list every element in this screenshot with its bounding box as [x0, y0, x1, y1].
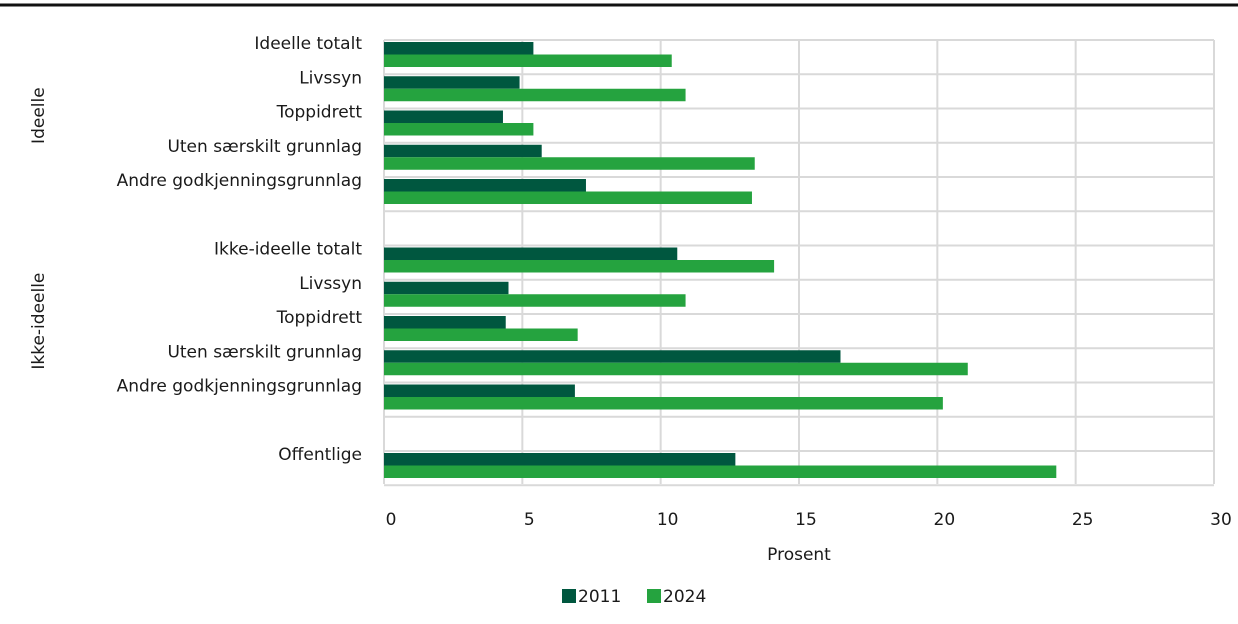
category-label: Ideelle totalt [254, 34, 362, 54]
bar-2011 [384, 179, 586, 192]
legend-label: 2011 [578, 587, 621, 607]
bar-2024 [384, 54, 672, 67]
x-tick-labels: 0 5 10 15 20 25 30 [386, 510, 1232, 530]
group-label: Ikke-ideelle [29, 273, 49, 370]
category-label: Toppidrett [276, 103, 363, 123]
bar-2024 [384, 362, 968, 376]
bar-2011 [384, 453, 736, 466]
bars [384, 42, 1057, 478]
category-label: Livssyn [299, 68, 362, 88]
bar-2011 [384, 76, 520, 89]
category-label: Offentlige [278, 445, 362, 465]
category-label: Uten særskilt grunnlag [167, 342, 362, 362]
category-labels: Ideelle totalt Livssyn Toppidrett Uten særs… [117, 34, 363, 465]
x-tick-label: 20 [934, 510, 956, 530]
category-label: Uten særskilt grunnlag [167, 137, 362, 157]
bar-2024 [384, 397, 943, 410]
bar-2024 [384, 294, 686, 307]
legend-swatch [647, 589, 661, 603]
x-tick-label: 30 [1210, 510, 1232, 530]
x-tick-label: 10 [657, 510, 679, 530]
category-label: Toppidrett [276, 308, 363, 328]
category-label: Andre godkjenningsgrunnlag [117, 377, 362, 397]
bar-2024 [384, 123, 534, 136]
legend-label: 2024 [663, 587, 706, 607]
bar-2024 [384, 157, 755, 170]
bar-2011 [384, 42, 534, 55]
bar-2011 [384, 281, 509, 295]
category-label: Ikke-ideelle totalt [214, 240, 362, 260]
legend: 2011 2024 [562, 587, 706, 607]
bar-2011 [384, 110, 503, 123]
x-tick-label: 0 [386, 510, 397, 530]
bar-2024 [384, 191, 752, 204]
legend-swatch [562, 589, 576, 603]
x-tick-label: 15 [795, 510, 817, 530]
bar-2011 [384, 350, 841, 363]
x-tick-label: 25 [1072, 510, 1094, 530]
bar-2011 [384, 247, 678, 260]
bar-2024 [384, 260, 775, 273]
bar-2024 [384, 465, 1057, 478]
category-label: Andre godkjenningsgrunnlag [117, 171, 362, 191]
bar-2024 [384, 328, 578, 341]
group-labels: Ideelle Ikke-ideelle [29, 87, 49, 369]
bar-2011 [384, 316, 506, 329]
bar-2011 [384, 384, 575, 397]
bar-2024 [384, 88, 686, 102]
x-tick-label: 5 [524, 510, 535, 530]
x-axis-title: Prosent [767, 545, 831, 565]
bar-2011 [384, 144, 542, 158]
category-label: Livssyn [299, 274, 362, 294]
group-label: Ideelle [29, 87, 49, 144]
